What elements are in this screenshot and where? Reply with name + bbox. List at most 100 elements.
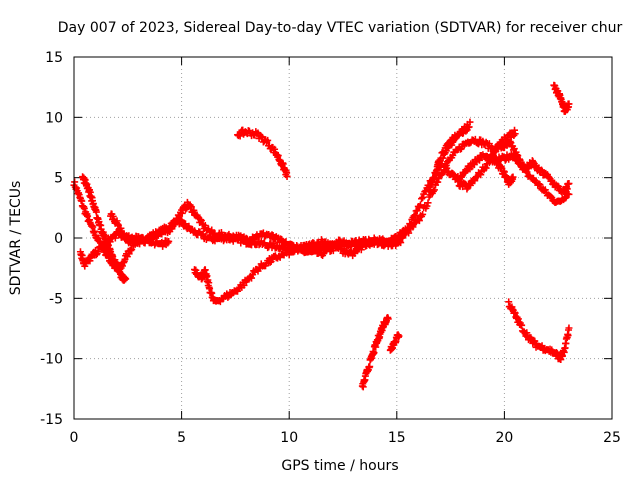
x-axis-label: GPS time / hours xyxy=(281,458,398,474)
data-point xyxy=(413,207,421,215)
data-point xyxy=(384,315,392,323)
data-point xyxy=(201,222,209,230)
data-point xyxy=(377,237,385,245)
series-arc-h xyxy=(386,331,403,354)
data-point xyxy=(482,138,490,146)
data-point xyxy=(518,321,526,329)
data-point xyxy=(271,145,279,153)
series-arc-k xyxy=(440,126,519,193)
data-point xyxy=(541,186,549,194)
series-arc-c xyxy=(79,173,130,284)
data-point xyxy=(248,274,256,282)
data-point xyxy=(466,118,474,126)
y-tick-labels: -15 -10 -5 0 5 10 15 xyxy=(40,50,63,428)
series-arc-m xyxy=(505,298,573,364)
data-point xyxy=(406,220,414,228)
data-point xyxy=(418,195,426,203)
plot-frame xyxy=(73,56,613,420)
data-point xyxy=(440,150,448,158)
data-point xyxy=(173,216,181,224)
data-point xyxy=(437,154,445,162)
data-point xyxy=(311,242,319,250)
data-point xyxy=(482,164,490,172)
y-tick-label: 15 xyxy=(45,50,63,66)
y-tick-label: -15 xyxy=(40,412,63,428)
data-point xyxy=(486,157,494,165)
data-point xyxy=(511,130,519,138)
data-point xyxy=(535,180,543,188)
data-point xyxy=(307,244,315,252)
data-point xyxy=(538,342,546,350)
y-tick-label: -5 xyxy=(49,291,63,307)
data-point xyxy=(127,247,135,254)
data-point xyxy=(164,239,172,247)
x-tick-label: 25 xyxy=(603,430,621,446)
data-point xyxy=(235,285,243,293)
series-arc-g xyxy=(358,314,392,391)
data-point xyxy=(405,225,413,233)
data-point xyxy=(285,251,293,259)
data-point xyxy=(111,234,119,242)
series-arc-d xyxy=(107,210,173,250)
data-point xyxy=(315,241,323,249)
data-point xyxy=(128,245,136,253)
data-point xyxy=(264,136,272,144)
data-point xyxy=(509,173,517,181)
data-point xyxy=(172,217,180,225)
x-tick-label: 15 xyxy=(388,430,406,446)
x-tick-label: 20 xyxy=(495,430,513,446)
series-arc-n xyxy=(550,81,573,116)
series-arc-e xyxy=(191,232,407,306)
data-point xyxy=(208,226,216,234)
data-point xyxy=(495,142,503,150)
data-point xyxy=(565,324,573,332)
data-point xyxy=(536,181,544,189)
data-point xyxy=(94,248,102,256)
data-point xyxy=(547,192,555,200)
data-point xyxy=(416,201,424,209)
data-point xyxy=(370,349,378,357)
data-point xyxy=(117,224,125,232)
series-arc-i xyxy=(425,118,474,195)
series-arc-l xyxy=(487,151,517,188)
data-point xyxy=(283,172,291,180)
data-point xyxy=(165,237,173,245)
data-point xyxy=(122,275,130,283)
y-tick-label: -10 xyxy=(40,352,63,368)
data-point xyxy=(457,145,465,153)
x-tick-labels: 0 5 10 15 20 25 xyxy=(70,430,621,446)
data-point xyxy=(197,217,205,225)
x-tick-label: 10 xyxy=(280,430,298,446)
data-point xyxy=(407,221,415,229)
data-point xyxy=(565,179,573,187)
data-point xyxy=(423,202,431,210)
data-point xyxy=(477,171,485,179)
data-point xyxy=(419,210,427,218)
data-point xyxy=(415,217,423,225)
data-point xyxy=(565,100,573,108)
data-point xyxy=(537,166,545,174)
data-point xyxy=(366,363,374,371)
data-point xyxy=(104,241,112,249)
y-axis-label: SDTVAR / TECUs xyxy=(8,181,24,296)
data-point xyxy=(263,138,271,146)
data-point xyxy=(424,199,432,207)
data-point xyxy=(523,329,531,337)
x-tick-label: 5 xyxy=(177,430,186,446)
data-point xyxy=(197,216,205,224)
data-point xyxy=(395,332,403,340)
y-tick-label: 0 xyxy=(54,231,63,247)
data-point xyxy=(565,190,573,198)
chart-title: Day 007 of 2023, Sidereal Day-to-day VTE… xyxy=(58,20,623,36)
data-point xyxy=(399,232,407,240)
series-arc-f xyxy=(234,126,291,180)
data-point xyxy=(465,123,473,131)
data-points xyxy=(70,81,573,391)
data-point xyxy=(419,194,427,202)
x-tick-label: 0 xyxy=(70,430,79,446)
y-tick-label: 10 xyxy=(45,110,63,126)
data-point xyxy=(492,147,500,155)
y-tick-label: 5 xyxy=(54,171,63,187)
